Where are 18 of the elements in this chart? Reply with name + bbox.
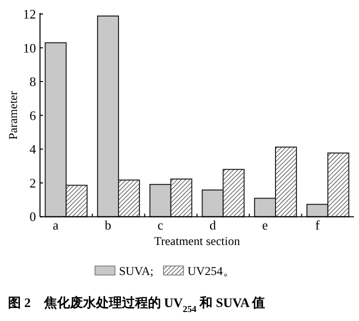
y-tick-label: 10 [23, 40, 36, 56]
x-axis-title: Treatment section [154, 234, 240, 248]
x-tick-label: e [262, 218, 268, 233]
y-tick-label: 2 [30, 175, 36, 190]
y-tick-label: 12 [23, 6, 36, 22]
y-tick-label: 4 [30, 142, 36, 157]
y-tick-label: 0 [30, 209, 36, 224]
x-tick-label: f [315, 218, 320, 233]
text: 图 2 焦化废水处理过程的 UV$_{254}$ 和 SUVA 值 [8, 295, 266, 314]
legend-label: UV254。 [187, 264, 235, 278]
y-tick-label: 6 [30, 108, 36, 123]
x-tick-label: d [209, 218, 216, 233]
y-tick-label: 8 [30, 74, 36, 90]
legend-label: SUVA; [119, 264, 154, 278]
y-axis-title: Parameter [6, 91, 20, 140]
x-tick-label: b [104, 218, 112, 233]
x-tick-label: a [52, 218, 59, 233]
x-tick-label: c [157, 218, 164, 233]
